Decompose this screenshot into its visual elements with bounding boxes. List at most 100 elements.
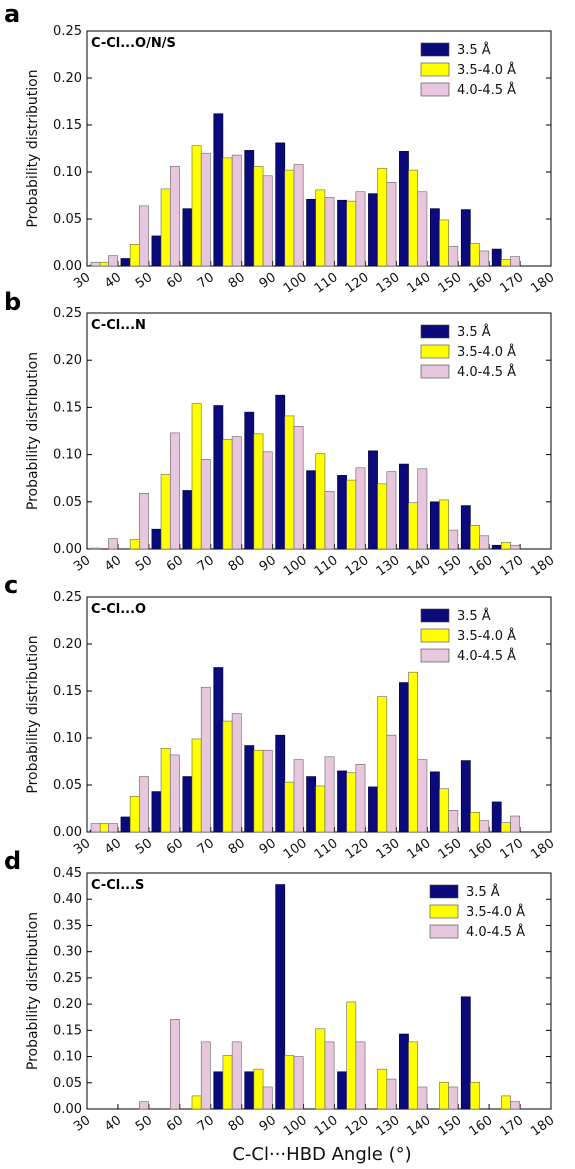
x-tick-label: 180 bbox=[528, 1113, 557, 1140]
x-tick-label: 70 bbox=[195, 836, 217, 858]
bar-1 bbox=[429, 501, 440, 550]
bar-1 bbox=[491, 248, 502, 267]
legend-label-3: 4.0-4.5 Å bbox=[466, 924, 525, 940]
bar-1 bbox=[151, 791, 162, 833]
y-tick-label: 0.15 bbox=[53, 1023, 82, 1038]
bar-3 bbox=[293, 164, 304, 267]
bar-2 bbox=[377, 696, 388, 833]
bar-1 bbox=[460, 505, 471, 550]
y-tick-label: 0.15 bbox=[53, 400, 82, 415]
x-tick-label: 60 bbox=[164, 553, 186, 575]
x-tick-label: 60 bbox=[164, 836, 186, 858]
bar-2 bbox=[129, 539, 140, 550]
x-tick-label: 170 bbox=[497, 836, 526, 863]
bar-1 bbox=[120, 258, 131, 267]
y-tick-label: 0.10 bbox=[53, 731, 82, 746]
bar-3 bbox=[479, 535, 490, 550]
bar-3 bbox=[324, 491, 335, 550]
y-tick-label: 0.05 bbox=[53, 778, 82, 793]
x-tick-label: 150 bbox=[436, 1113, 465, 1140]
y-tick-label: 0.45 bbox=[53, 866, 82, 881]
bar-3 bbox=[169, 166, 180, 267]
bar-2 bbox=[408, 502, 419, 550]
panel-b: b 0.00 0.05 0.10 0.15 0.20 0.25 Probability dis… bbox=[4, 288, 557, 580]
bar-1 bbox=[429, 208, 440, 267]
bar-2 bbox=[98, 261, 109, 267]
bar-1 bbox=[337, 770, 347, 833]
bar-1 bbox=[306, 198, 317, 267]
bar-2 bbox=[315, 189, 326, 267]
panel-a: a 0.00 0.05 0.10 0.15 0.20 0.25 Probability dis… bbox=[4, 0, 557, 297]
legend-swatch-2 bbox=[420, 628, 450, 643]
x-tick-label: 160 bbox=[466, 270, 495, 297]
bar-1 bbox=[337, 199, 347, 267]
x-tick-label: 80 bbox=[226, 1113, 248, 1135]
bar-2 bbox=[439, 788, 449, 833]
x-tick-label: 160 bbox=[466, 1113, 495, 1140]
legend-label-1: 3.5 Å bbox=[466, 884, 500, 900]
x-tick-label: 60 bbox=[164, 1113, 186, 1135]
y-tick-label: 0.40 bbox=[53, 892, 82, 907]
x-tick-label: 120 bbox=[343, 270, 372, 297]
bar-2 bbox=[501, 542, 511, 550]
bar-2 bbox=[222, 439, 233, 550]
x-tick-label: 140 bbox=[405, 1113, 434, 1140]
y-tick-label: 0.00 bbox=[53, 825, 82, 840]
legend-label-2: 3.5-4.0 Å bbox=[466, 904, 525, 920]
y-tick-label: 0.00 bbox=[53, 259, 82, 274]
bar-2 bbox=[439, 1081, 449, 1110]
x-tick-label: 110 bbox=[312, 270, 341, 297]
bar-2 bbox=[315, 453, 326, 550]
x-tick-label: 160 bbox=[466, 836, 495, 863]
bar-3 bbox=[293, 1056, 304, 1110]
bar-2 bbox=[191, 1095, 202, 1110]
bar-3 bbox=[90, 823, 101, 833]
y-tick-label: 0.15 bbox=[53, 684, 82, 699]
bar-1 bbox=[275, 142, 286, 267]
y-axis-label: Probability distribution bbox=[25, 912, 41, 1070]
bar-1 bbox=[244, 411, 255, 550]
x-tick-label: 120 bbox=[343, 553, 372, 580]
bar-2 bbox=[98, 823, 109, 833]
bar-3 bbox=[417, 468, 428, 550]
bar-1 bbox=[244, 150, 255, 267]
bar-1 bbox=[399, 463, 409, 550]
bar-1 bbox=[337, 475, 347, 550]
bar-2 bbox=[284, 169, 295, 267]
bar-2 bbox=[501, 1095, 511, 1110]
x-tick-label: 110 bbox=[312, 553, 341, 580]
panel-d: d 0.00 0.05 0.10 0.15 0.20 0.25 0.30 0.35 0.40 0.4… bbox=[4, 847, 557, 1140]
bar-3 bbox=[386, 1078, 397, 1110]
bar-2 bbox=[191, 403, 202, 550]
bar-3 bbox=[231, 1041, 242, 1110]
bar-1 bbox=[399, 682, 409, 833]
panel-title: C-Cl...O/N/S bbox=[91, 36, 176, 51]
bar-3 bbox=[139, 205, 149, 267]
y-tick-label: 0.35 bbox=[53, 918, 82, 933]
bar-2 bbox=[346, 200, 357, 267]
bar-3 bbox=[139, 1101, 149, 1110]
bar-2 bbox=[377, 1068, 388, 1110]
y-tick-label: 0.25 bbox=[53, 24, 82, 39]
bar-1 bbox=[275, 884, 286, 1110]
bar-2 bbox=[160, 748, 171, 833]
x-tick-label: 50 bbox=[133, 270, 155, 292]
bar-3 bbox=[200, 686, 211, 833]
legend-label-3: 4.0-4.5 Å bbox=[457, 82, 516, 98]
x-tick-label: 170 bbox=[497, 270, 526, 297]
panel-letter: d bbox=[4, 847, 21, 875]
x-tick-label: 120 bbox=[343, 1113, 372, 1140]
y-tick-label: 0.05 bbox=[53, 212, 82, 227]
bar-3 bbox=[169, 1019, 180, 1110]
bar-2 bbox=[439, 219, 449, 267]
bar-3 bbox=[90, 261, 101, 267]
bar-1 bbox=[368, 193, 378, 267]
bar-3 bbox=[108, 255, 118, 267]
bar-1 bbox=[213, 1071, 224, 1110]
bar-3 bbox=[262, 749, 273, 833]
bar-3 bbox=[355, 1041, 366, 1110]
bar-3 bbox=[417, 191, 428, 267]
bar-2 bbox=[129, 244, 140, 267]
bar-3 bbox=[355, 467, 366, 550]
